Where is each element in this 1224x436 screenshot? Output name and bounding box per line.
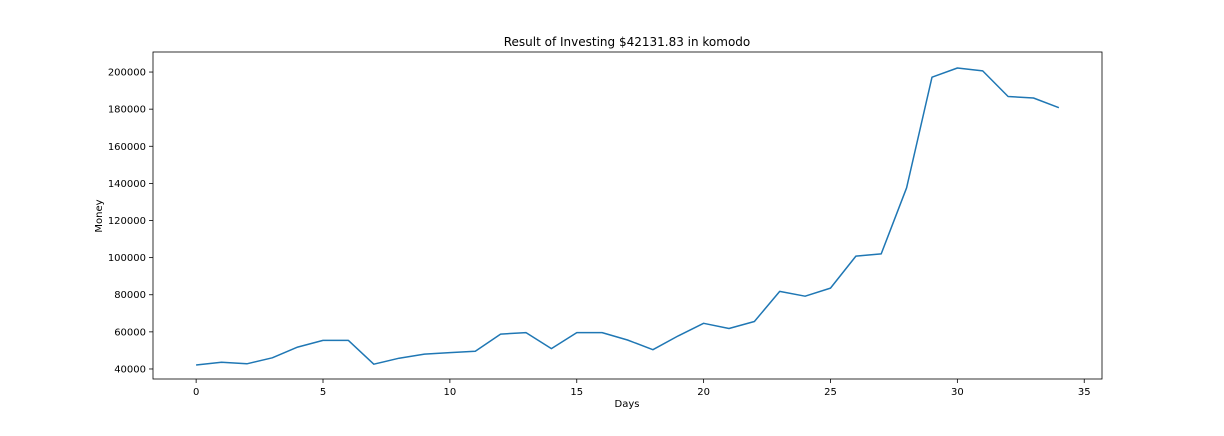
y-tick-label: 100000 <box>108 253 146 264</box>
y-tick-label: 180000 <box>108 105 146 116</box>
series-group <box>196 67 1060 366</box>
y-tick-label: 140000 <box>108 179 146 190</box>
x-tick-label: 5 <box>320 387 326 398</box>
y-axis-label: Money <box>94 199 105 232</box>
x-tick-label: 35 <box>1078 387 1091 398</box>
x-axis-label: Days <box>615 399 640 410</box>
y-tick-label: 160000 <box>108 142 146 153</box>
y-tick-label: 120000 <box>108 216 146 227</box>
x-tick-label: 20 <box>697 387 710 398</box>
y-tick-label: 60000 <box>114 327 146 338</box>
x-tick-label: 25 <box>824 387 837 398</box>
y-tick-label: 200000 <box>108 68 146 79</box>
x-tick-label: 15 <box>570 387 583 398</box>
x-tick-label: 10 <box>444 387 457 398</box>
y-axis-ticks: 40000 60000 80000 100000 120000 140000 160000 1… <box>108 68 153 375</box>
x-tick-label: 30 <box>951 387 964 398</box>
y-tick-label: 80000 <box>114 290 146 301</box>
y-tick-label: 40000 <box>114 364 146 375</box>
chart-title: Result of Investing $42131.83 in komodo <box>504 35 751 49</box>
x-tick-label: 0 <box>193 387 199 398</box>
series-line <box>196 67 1060 366</box>
x-axis-ticks: 0 5 10 15 20 25 30 35 <box>193 379 1091 398</box>
plot-frame <box>152 51 1103 380</box>
